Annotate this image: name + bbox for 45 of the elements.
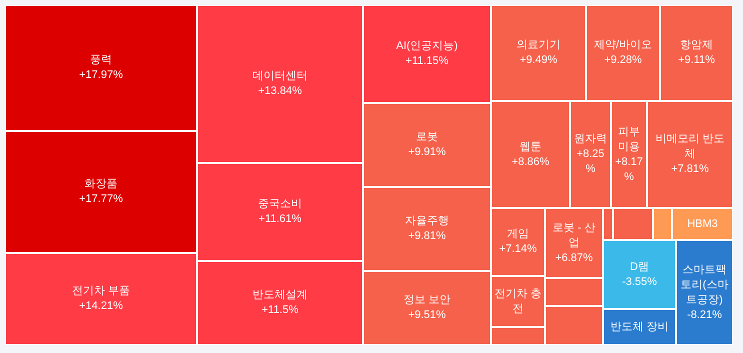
data-label: +9.28% — [603, 53, 643, 68]
data-label: +7.81% — [670, 162, 710, 177]
data-label: +9.11% — [677, 53, 716, 68]
data-label: +17.77% — [78, 192, 124, 207]
data-label: +11.15% — [404, 54, 450, 69]
data-label: +9.91% — [407, 145, 447, 160]
category-label: 게임 — [506, 227, 530, 242]
category-label: 로봇 - 산업 — [552, 220, 596, 250]
data-label: -8.21% — [686, 308, 723, 322]
category-label: 화장품 — [83, 177, 118, 192]
data-label: +9.49% — [518, 53, 558, 68]
category-label: 중국소비 — [257, 197, 303, 212]
category-label: 제약/바이오 — [592, 38, 654, 53]
category-label: 풍력 — [88, 53, 113, 68]
data-label: +8.25% — [576, 147, 606, 177]
data-label: +9.51% — [407, 308, 447, 323]
data-label: +13.84% — [257, 84, 303, 99]
category-label: 항암제 — [679, 38, 714, 53]
category-label: 반도체설계 — [252, 288, 308, 303]
data-label: +8.17% — [614, 154, 644, 184]
category-label: 전기차 충전 — [493, 286, 543, 316]
category-label: D램 — [629, 260, 650, 274]
data-label: +17.97% — [78, 68, 124, 83]
data-label: +11.61% — [258, 212, 302, 227]
category-label: 비메모리 반도체 — [654, 132, 726, 162]
data-label: +7.14% — [498, 242, 538, 257]
category-label: 데이터센터 — [252, 69, 308, 84]
category-label: AI(인공지능) — [395, 39, 459, 54]
category-label: 스마트팩토리(스마트공장) — [680, 262, 730, 308]
category-label: 정보 보안 — [402, 293, 452, 308]
category-label: HBM3 — [686, 216, 719, 232]
category-label: 로봇 — [415, 130, 439, 145]
data-label: +6.87% — [554, 250, 594, 266]
category-label: 반도체 장비 — [609, 320, 670, 334]
data-label: -3.55% — [621, 274, 658, 290]
data-label: +14.21% — [78, 299, 124, 314]
data-label: +9.81% — [407, 229, 447, 244]
data-label: +8.86% — [510, 154, 550, 170]
category-label: 전기차 부품 — [70, 284, 132, 299]
category-label: 의료기기 — [516, 38, 562, 53]
category-label: 피부미용 — [617, 124, 641, 154]
data-label: +11.5% — [260, 303, 300, 318]
category-label: 웹툰 — [518, 140, 542, 154]
category-label: 원자력 — [573, 132, 608, 147]
category-label: 자율주행 — [404, 214, 450, 229]
